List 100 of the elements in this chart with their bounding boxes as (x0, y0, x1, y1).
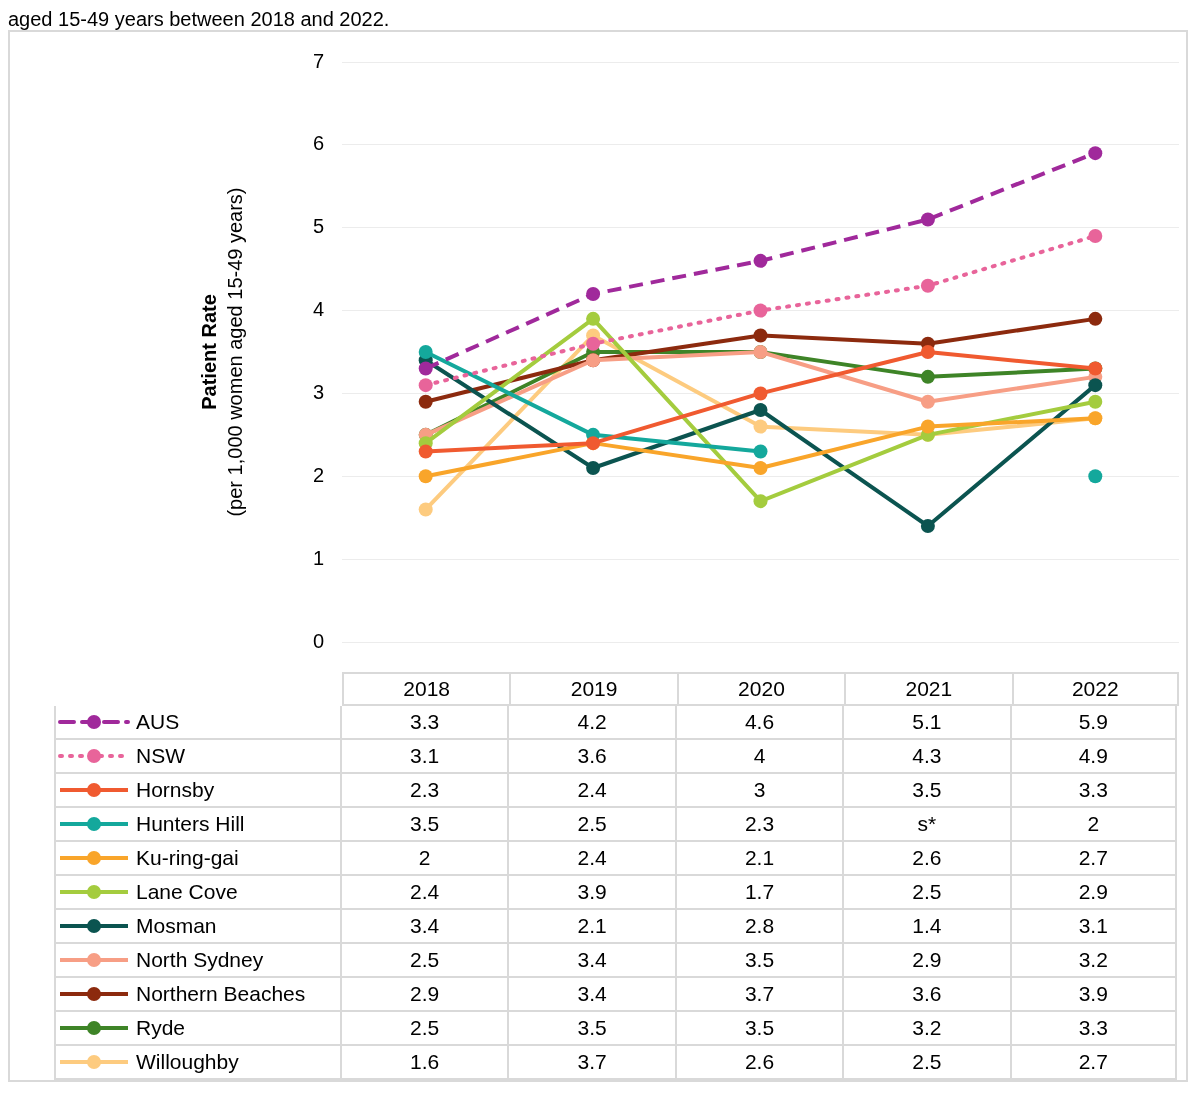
data-label: 2.5 (340, 944, 508, 978)
point (753, 444, 768, 459)
point (753, 494, 768, 509)
data-label: 3.2 (842, 1012, 1010, 1046)
data-label: 2.5 (340, 1012, 508, 1046)
legend-label: Ku-ring-gai (136, 846, 239, 870)
data-label: 2.5 (842, 876, 1010, 910)
y-tick-label: 0 (312, 629, 324, 652)
data-label: 2.1 (507, 910, 675, 944)
data-label: 3.7 (674, 978, 843, 1012)
point (418, 502, 433, 517)
point (920, 419, 935, 434)
data-label: 3.1 (1009, 910, 1177, 944)
data-label: 3.1 (340, 740, 508, 774)
point (586, 461, 601, 475)
data-label: 1.6 (340, 1046, 508, 1080)
x-tick-label: 2020 (676, 672, 845, 706)
data-label: 2.6 (842, 842, 1010, 876)
data-label: 3.6 (842, 978, 1010, 1012)
data-label: 3.9 (1009, 978, 1177, 1012)
y-tick-label: 5 (312, 215, 324, 238)
point (753, 303, 768, 318)
data-label: 2.5 (842, 1046, 1010, 1080)
data-label: 4.3 (842, 740, 1010, 774)
data-label: 2.5 (507, 808, 675, 842)
point (418, 378, 433, 393)
point (1088, 229, 1103, 243)
point (920, 278, 935, 293)
x-tick-label: 2019 (509, 672, 677, 706)
y-tick-label: 4 (312, 298, 324, 321)
data-label: 2.6 (674, 1046, 843, 1080)
point (1088, 146, 1103, 161)
point (586, 311, 601, 326)
y-tick-label: 2 (312, 463, 324, 486)
point (1088, 394, 1103, 409)
data-label: 3.3 (340, 706, 508, 740)
data-label: 2 (340, 842, 508, 876)
legend-label: Hornsby (136, 778, 215, 802)
point (586, 287, 601, 301)
data-label: 3.5 (842, 774, 1010, 808)
data-label: 2.8 (674, 910, 843, 944)
data-label: 2 (1009, 808, 1177, 842)
data-label: 4.6 (674, 706, 843, 740)
y-tick-label: 6 (312, 132, 324, 155)
point (920, 345, 935, 359)
data-label: 2.7 (1009, 842, 1177, 876)
data-label: 3.4 (507, 944, 675, 978)
point (586, 336, 601, 351)
data-label: 1.7 (674, 876, 843, 910)
point (920, 519, 935, 533)
legend-label: North Sydney (136, 948, 264, 972)
point (1088, 311, 1103, 326)
data-label: 2.1 (674, 842, 843, 876)
data-label: 3.3 (1009, 1012, 1177, 1046)
y-tick-label: 7 (312, 49, 324, 72)
data-label: 3.4 (340, 910, 508, 944)
data-label: 2.3 (674, 808, 843, 842)
point (1088, 378, 1103, 393)
legend-label: Mosman (136, 914, 217, 938)
data-label: 3.9 (507, 876, 675, 910)
data-label: 4.2 (507, 706, 675, 740)
point (418, 361, 433, 376)
point (753, 386, 768, 401)
y-tick-label: 3 (312, 380, 324, 403)
data-label: 3.5 (674, 1012, 843, 1046)
point (753, 419, 768, 434)
data-label: 2.7 (1009, 1046, 1177, 1080)
legend-label: AUS (136, 710, 180, 734)
y-tick-label: 1 (312, 546, 324, 569)
data-label: 3 (674, 774, 843, 808)
data-label: 2.4 (507, 842, 675, 876)
point (418, 469, 433, 484)
legend-label: Ryde (136, 1016, 186, 1040)
data-label: 2.3 (340, 774, 508, 808)
data-label: 3.5 (674, 944, 843, 978)
point (753, 328, 768, 343)
point (920, 369, 935, 384)
chart-title: aged 15-49 years between 2018 and 2022. (8, 8, 391, 30)
data-label: 3.6 (507, 740, 675, 774)
x-tick-label: 2022 (1011, 672, 1179, 706)
data-label: 2.9 (340, 978, 508, 1012)
legend-label: NSW (136, 744, 185, 768)
legend-label: Northern Beaches (136, 982, 306, 1006)
data-label: 5.1 (842, 706, 1010, 740)
data-label: 5.9 (1009, 706, 1177, 740)
data-label: 3.2 (1009, 944, 1177, 978)
data-label: 4 (674, 740, 843, 774)
x-tick-label: 2018 (342, 672, 510, 706)
y-axis-title: Patient Rate (per 1,000 women aged 15-49 years) (198, 187, 246, 517)
data-label: 4.9 (1009, 740, 1177, 774)
legend-label: Lane Cove (136, 880, 238, 904)
point (418, 394, 433, 409)
point (753, 253, 768, 268)
data-label: 1.4 (842, 910, 1010, 944)
data-label: 3.5 (340, 808, 508, 842)
data-label: 2.4 (340, 876, 508, 910)
data-label: 3.5 (507, 1012, 675, 1046)
data-label: 2.4 (507, 774, 675, 808)
legend-label: Hunters Hill (136, 812, 245, 836)
data-label: 3.4 (507, 978, 675, 1012)
